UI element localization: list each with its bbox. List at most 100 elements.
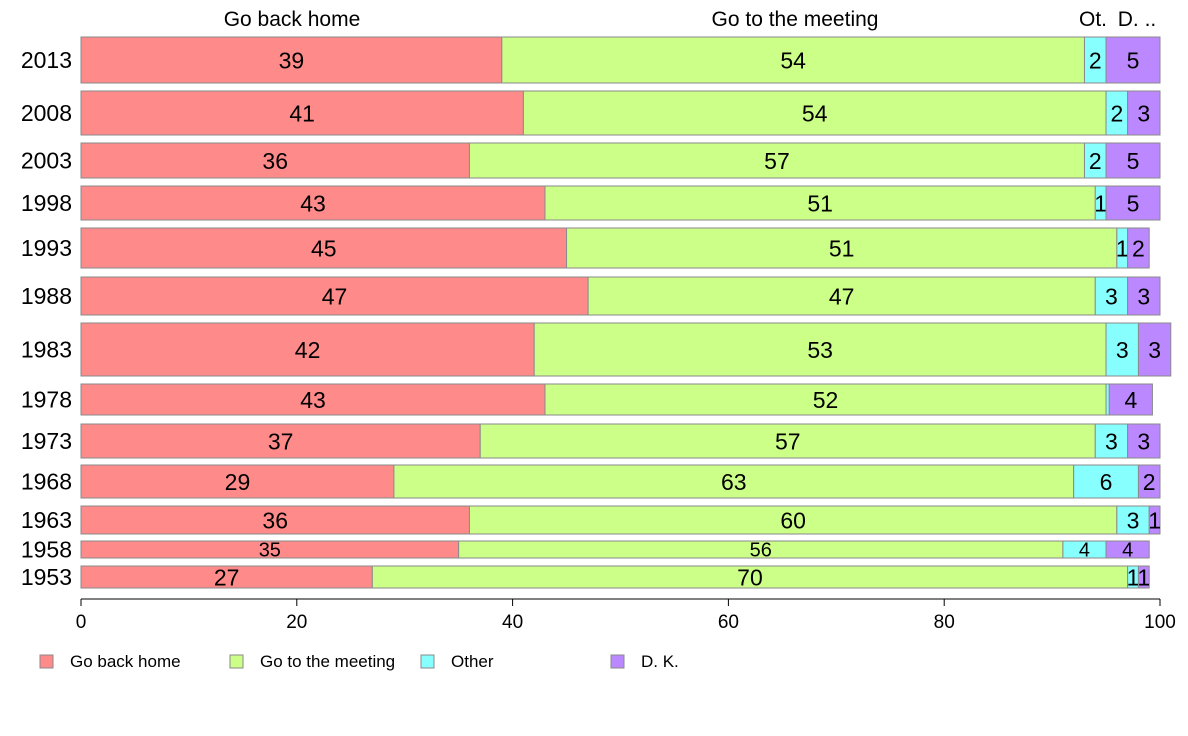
bar-segment (1137, 322, 1172, 377)
bar-segment (1127, 276, 1161, 316)
legend: Go back home Go to the meeting Other D. K. (39, 652, 679, 671)
data-label: 6 (1100, 469, 1113, 495)
data-label: 63 (721, 469, 747, 495)
bar-segment (1148, 505, 1161, 535)
x-tick-label: 100 (1144, 612, 1176, 633)
bar-segment (468, 142, 1085, 179)
bar-segment (1105, 185, 1161, 221)
bar-segment (1105, 142, 1161, 179)
x-tick-label: 80 (934, 612, 955, 633)
data-label: 3 (1137, 283, 1150, 309)
bar-segment (479, 423, 1096, 459)
bar-segment (1127, 227, 1150, 269)
data-label: 42 (295, 337, 321, 363)
data-label: 35 (259, 540, 281, 562)
legend-swatch (610, 654, 625, 669)
header-dk: D. .. (1118, 8, 1157, 31)
bar-segment (80, 36, 503, 84)
data-label: 54 (802, 100, 828, 126)
bar-segment (1127, 423, 1161, 459)
data-label: 1 (1094, 190, 1107, 216)
data-label: 2 (1089, 47, 1102, 73)
x-tick-label: 60 (718, 612, 739, 633)
data-label: 57 (775, 428, 801, 454)
bar-segment (522, 90, 1107, 136)
data-label: 41 (289, 100, 315, 126)
data-label: 1 (1127, 564, 1140, 590)
bar-segment (80, 322, 535, 377)
data-label: 5 (1127, 47, 1140, 73)
year-label: 1968 (21, 469, 72, 495)
legend-label: Go back home (70, 652, 181, 671)
data-label: 53 (807, 337, 833, 363)
x-tick-label: 0 (76, 612, 87, 633)
legend-swatch (39, 654, 54, 669)
data-label: 4 (1124, 387, 1137, 413)
data-label: 52 (813, 387, 839, 413)
bar-segment (1127, 90, 1161, 136)
data-label: 57 (764, 148, 790, 174)
data-label: 45 (311, 235, 337, 261)
bar-segment (1105, 540, 1150, 559)
data-label: 4 (1122, 540, 1133, 562)
data-label: 29 (225, 469, 251, 495)
data-label: 2 (1089, 148, 1102, 174)
bar-segment (80, 276, 589, 316)
year-label: 1993 (21, 235, 72, 261)
data-label: 1 (1137, 564, 1150, 590)
data-label: 3 (1127, 507, 1140, 533)
bar-segment (1137, 565, 1150, 589)
bar-segment (1105, 322, 1139, 377)
data-label: 54 (780, 47, 806, 73)
year-label: 1963 (21, 507, 72, 533)
bar-segment (544, 185, 1096, 221)
legend-swatch (420, 654, 435, 669)
bar-segment (80, 142, 470, 179)
legend-swatch (229, 654, 244, 669)
x-tick-label: 20 (286, 612, 307, 633)
data-label: 5 (1127, 148, 1140, 174)
data-label: 47 (322, 283, 348, 309)
year-label: 1988 (21, 283, 72, 309)
data-label: 43 (300, 190, 326, 216)
year-label: 1973 (21, 428, 72, 454)
data-label: 37 (268, 428, 294, 454)
year-label: 2003 (21, 148, 72, 174)
data-label: 3 (1105, 283, 1118, 309)
data-label: 1 (1116, 235, 1129, 261)
bar-segment (533, 322, 1107, 377)
legend-label: Other (451, 652, 494, 671)
bar-segment (1094, 276, 1129, 316)
bar-segment (1105, 36, 1161, 84)
data-label: 4 (1079, 540, 1090, 562)
data-label: 5 (1127, 190, 1140, 216)
data-label: 1 (1148, 507, 1161, 533)
data-label: 2 (1132, 235, 1145, 261)
data-label: 43 (300, 387, 326, 413)
segment-headers: Go back home Go to the meeting Ot. D. .. (224, 8, 1157, 31)
data-label: 2 (1110, 100, 1123, 126)
data-label: 27 (214, 564, 240, 590)
data-label: 3 (1148, 337, 1161, 363)
data-label: 51 (829, 235, 855, 261)
bar-segment (1073, 464, 1139, 499)
data-label: 56 (750, 540, 772, 562)
data-label: 70 (737, 564, 763, 590)
bar-segment (1108, 383, 1153, 416)
data-label: 39 (279, 47, 305, 73)
x-axis: 0 20 40 60 80 100 (76, 598, 1176, 633)
bar-segment (501, 36, 1085, 84)
data-label: 2 (1143, 469, 1156, 495)
year-label: 1978 (21, 387, 72, 413)
year-label: 1953 (21, 564, 72, 590)
bar-segment (393, 464, 1075, 499)
bar-segment (80, 383, 546, 416)
data-label: 36 (262, 148, 288, 174)
data-label: 3 (1137, 100, 1150, 126)
bar-segment (587, 276, 1096, 316)
bars-group: 39 54 2 541 54 2 336 57 2 543 51 1 545 51 1 247 47 3 342 53… (80, 36, 1172, 590)
bar-segment (80, 185, 546, 221)
bar-segment (80, 423, 481, 459)
year-label: 1958 (21, 537, 72, 563)
